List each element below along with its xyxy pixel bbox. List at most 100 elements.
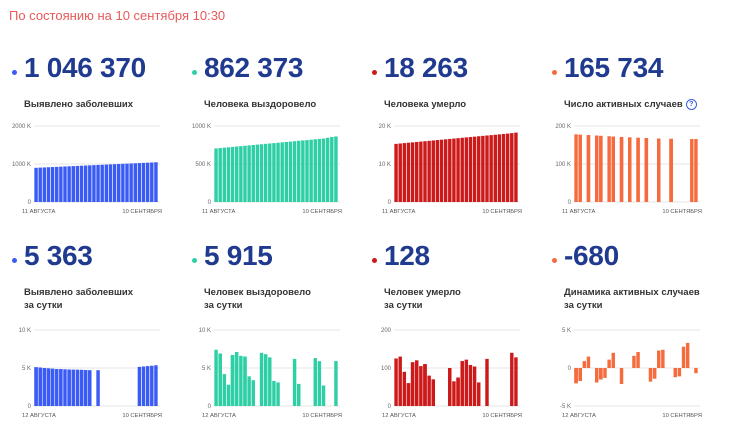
bar xyxy=(394,358,398,406)
y-tick-label: 5 K xyxy=(562,328,571,334)
bar xyxy=(255,144,260,202)
bar xyxy=(657,350,661,368)
bar xyxy=(100,164,104,202)
bar xyxy=(218,353,222,406)
bar xyxy=(628,137,632,202)
bar xyxy=(141,366,146,406)
bar-chart: 200 K 100 K 0 11 АВГУСТА 10 СЕНТЯБРЯ xyxy=(555,124,702,215)
bar xyxy=(263,143,268,202)
stat-label: Человек умерло за сутки xyxy=(384,286,461,312)
bar xyxy=(574,134,578,202)
bar xyxy=(222,147,227,202)
bar xyxy=(456,377,460,406)
bar xyxy=(247,145,251,202)
x-tick-label-end: 10 СЕНТЯБРЯ xyxy=(122,209,162,215)
bar xyxy=(259,144,264,202)
bar xyxy=(607,136,611,202)
bar xyxy=(321,138,326,202)
bar xyxy=(313,139,317,202)
x-tick-label-end: 10 СЕНТЯБРЯ xyxy=(302,209,342,215)
bar xyxy=(276,142,280,202)
stat-label-line: за сутки xyxy=(24,300,63,311)
bar xyxy=(415,360,419,406)
stat-label: Динамика активных случаев за сутки xyxy=(564,286,700,312)
stat-number: 128 xyxy=(384,240,430,271)
bar xyxy=(243,145,247,202)
series-dot-icon xyxy=(12,70,17,75)
bar xyxy=(398,143,402,202)
stat-label: Человек выздоровело за сутки xyxy=(204,286,311,312)
bar xyxy=(55,368,59,406)
bar xyxy=(42,368,47,406)
stat-panel: 18 263 Человека умерло 20 K 10 K 0 11 АВГУСТА… xyxy=(368,44,548,249)
y-tick-label: 0 xyxy=(568,366,572,372)
bar xyxy=(632,355,636,368)
bar xyxy=(141,162,146,202)
bar xyxy=(489,135,493,202)
bar xyxy=(79,165,84,202)
bar xyxy=(477,382,481,406)
bar xyxy=(150,162,154,202)
bar xyxy=(448,138,452,202)
bar xyxy=(481,135,485,202)
bar xyxy=(55,166,59,202)
stat-number: 5 915 xyxy=(204,240,273,271)
bar xyxy=(582,361,587,368)
bar xyxy=(284,141,289,202)
y-tick-label: 20 K xyxy=(379,124,391,130)
x-tick-label-start: 11 АВГУСТА xyxy=(202,209,236,215)
bar xyxy=(415,141,419,202)
bar xyxy=(313,358,317,406)
bar xyxy=(59,166,63,202)
bar xyxy=(477,136,481,202)
bar xyxy=(619,368,624,384)
x-tick-label-end: 10 СЕНТЯБРЯ xyxy=(662,209,702,215)
y-tick-label: 5 K xyxy=(202,366,211,372)
bar xyxy=(117,164,121,202)
y-tick-label: 0 xyxy=(388,404,392,410)
bar xyxy=(243,356,247,406)
x-tick-label-start: 12 АВГУСТА xyxy=(202,413,236,419)
bar xyxy=(578,368,582,381)
bar xyxy=(88,165,92,202)
bar xyxy=(485,358,489,406)
bar xyxy=(71,369,75,406)
help-icon[interactable]: ? xyxy=(685,99,697,110)
y-tick-label: 2000 K xyxy=(12,124,31,130)
stat-panel: 128 Человек умерло за сутки 200 100 0 12 АВГУС… xyxy=(368,232,548,437)
bar xyxy=(419,141,423,202)
bar xyxy=(325,137,330,202)
bar xyxy=(145,162,150,202)
bar xyxy=(599,368,603,380)
bar xyxy=(226,147,231,202)
stat-label-line: Число активных случаев? xyxy=(564,98,697,111)
bar xyxy=(129,163,133,202)
bar xyxy=(305,140,309,202)
bar xyxy=(125,163,129,202)
bar xyxy=(574,368,578,384)
series-dot-icon xyxy=(372,258,377,263)
bar xyxy=(427,375,431,406)
bar xyxy=(586,135,591,202)
bar xyxy=(251,145,255,202)
bar xyxy=(657,138,661,202)
bar xyxy=(96,164,100,202)
bar xyxy=(38,367,42,406)
bar xyxy=(497,134,502,202)
bar xyxy=(268,143,272,202)
bar xyxy=(251,380,255,406)
bar xyxy=(137,163,142,202)
bar xyxy=(410,362,415,406)
stat-panel: 1 046 370 Выявлено заболевших 2000 K 1000 K… xyxy=(8,44,188,249)
stat-label: Выявлено заболевших xyxy=(24,98,133,111)
bar xyxy=(603,368,607,378)
bar xyxy=(448,368,452,406)
stat-label-line: Человека выздоровело xyxy=(204,99,317,110)
bar xyxy=(611,136,615,202)
bar xyxy=(644,138,649,202)
bar xyxy=(63,166,67,202)
bar xyxy=(652,368,657,379)
stat-number: 18 263 xyxy=(384,52,468,83)
bar xyxy=(435,140,440,202)
bar xyxy=(104,164,109,202)
